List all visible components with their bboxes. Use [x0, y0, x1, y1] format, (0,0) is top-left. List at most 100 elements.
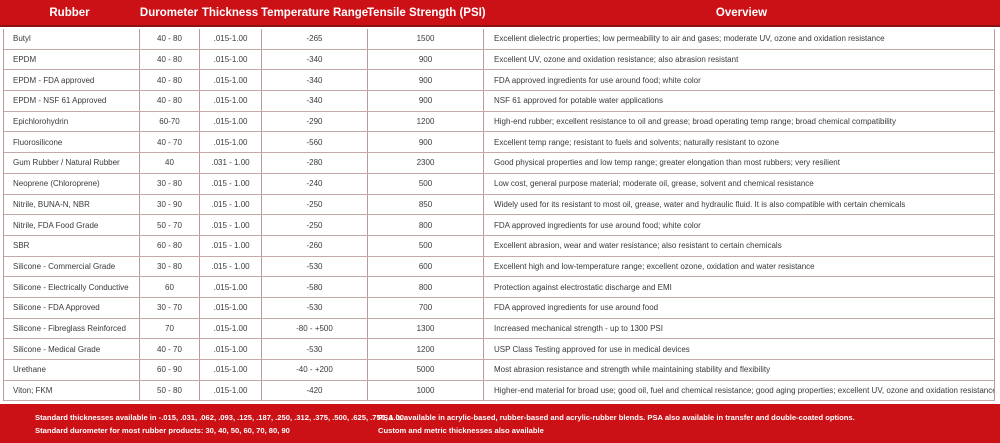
- cell-tensile-strength: 2300: [368, 153, 484, 173]
- cell-durometer: 60 - 80: [140, 235, 200, 256]
- cell-temperature-range: -580: [262, 277, 368, 297]
- cell-overview: Excellent UV, ozone and oxidation resist…: [484, 49, 995, 70]
- table-row: Neoprene (Chloroprene) 30 - 80 .015 - 1.…: [4, 173, 995, 195]
- cell-durometer: 30 - 80: [140, 173, 200, 194]
- cell-temperature-range: -265: [262, 29, 368, 49]
- cell-thickness: .015 - 1.00: [200, 215, 262, 235]
- cell-temperature-range: -240: [262, 173, 368, 194]
- cell-thickness: .015-1.00: [200, 70, 262, 91]
- cell-rubber-name: Epichlorohydrin: [4, 111, 140, 132]
- cell-temperature-range: -260: [262, 235, 368, 256]
- cell-durometer: 70: [140, 318, 200, 339]
- table-row: Silicone - Electrically Conductive 60 .0…: [4, 277, 995, 298]
- cell-overview: FDA approved ingredients for use around …: [484, 297, 995, 318]
- cell-rubber-name: EPDM - NSF 61 Approved: [4, 91, 140, 111]
- cell-temperature-range: -250: [262, 215, 368, 235]
- cell-tensile-strength: 800: [368, 215, 484, 235]
- cell-overview: Widely used for its resistant to most oi…: [484, 194, 995, 215]
- cell-overview: Most abrasion resistance and strength wh…: [484, 360, 995, 380]
- cell-tensile-strength: 5000: [368, 360, 484, 380]
- cell-thickness: .031 - 1.00: [200, 153, 262, 173]
- cell-overview: High-end rubber; excellent resistance to…: [484, 111, 995, 132]
- cell-durometer: 40 - 80: [140, 49, 200, 70]
- table-row: Butyl 40 - 80 .015-1.00 -265 1500 Excell…: [4, 29, 995, 50]
- cell-overview: Higher-end material for broad use; good …: [484, 380, 995, 401]
- cell-thickness: .015 - 1.00: [200, 235, 262, 256]
- cell-durometer: 40 - 80: [140, 91, 200, 111]
- cell-temperature-range: -280: [262, 153, 368, 173]
- table-row: EPDM - NSF 61 Approved 40 - 80 .015-1.00…: [4, 91, 995, 112]
- cell-thickness: .015 - 1.00: [200, 194, 262, 215]
- cell-durometer: 40: [140, 153, 200, 173]
- cell-tensile-strength: 500: [368, 173, 484, 194]
- column-header-durometer: Durometer: [139, 6, 199, 19]
- cell-tensile-strength: 1000: [368, 380, 484, 401]
- table-header-row: Rubber Durometer Thickness Temperature R…: [0, 0, 1000, 27]
- cell-thickness: .015 - 1.00: [200, 173, 262, 194]
- table-row: Silicone - Commercial Grade 30 - 80 .015…: [4, 256, 995, 278]
- cell-temperature-range: -340: [262, 49, 368, 70]
- cell-tensile-strength: 1200: [368, 339, 484, 359]
- cell-rubber-name: Nitrile, BUNA-N, NBR: [4, 194, 140, 215]
- cell-temperature-range: -40 - +200: [262, 360, 368, 380]
- cell-durometer: 40 - 80: [140, 29, 200, 49]
- table-row: Fluorosilicone 40 - 70 .015-1.00 -560 90…: [4, 132, 995, 154]
- cell-overview: Low cost, general purpose material; mode…: [484, 173, 995, 194]
- column-header-temperature-range: Temperature Range: [261, 6, 369, 19]
- cell-temperature-range: -530: [262, 297, 368, 318]
- table-row: Silicone - Medical Grade 40 - 70 .015-1.…: [4, 339, 995, 360]
- cell-overview: Excellent abrasion, wear and water resis…: [484, 235, 995, 256]
- cell-durometer: 40 - 70: [140, 132, 200, 153]
- cell-thickness: .015-1.00: [200, 339, 262, 359]
- cell-thickness: .015-1.00: [200, 49, 262, 70]
- cell-thickness: .015-1.00: [200, 360, 262, 380]
- cell-tensile-strength: 700: [368, 297, 484, 318]
- cell-overview: NSF 61 approved for potable water applic…: [484, 91, 995, 111]
- cell-tensile-strength: 1500: [368, 29, 484, 49]
- cell-overview: Good physical properties and low temp ra…: [484, 153, 995, 173]
- cell-temperature-range: -530: [262, 339, 368, 359]
- cell-thickness: .015-1.00: [200, 132, 262, 153]
- column-header-tensile-strength: Tensile Strength (PSI): [367, 6, 486, 19]
- cell-overview: Increased mechanical strength - up to 13…: [484, 318, 995, 339]
- cell-rubber-name: Silicone - FDA Approved: [4, 297, 140, 318]
- cell-temperature-range: -560: [262, 132, 368, 153]
- cell-temperature-range: -250: [262, 194, 368, 215]
- cell-thickness: .015-1.00: [200, 380, 262, 401]
- table-row: SBR 60 - 80 .015 - 1.00 -260 500 Excelle…: [4, 235, 995, 257]
- cell-rubber-name: Silicone - Commercial Grade: [4, 256, 140, 277]
- cell-tensile-strength: 900: [368, 70, 484, 91]
- cell-durometer: 60: [140, 277, 200, 297]
- table-row: Nitrile, FDA Food Grade 50 - 70 .015 - 1…: [4, 215, 995, 236]
- footer-thicknesses-note: Standard thicknesses available in -.015,…: [35, 413, 407, 422]
- cell-overview: Excellent dielectric properties; low per…: [484, 29, 995, 49]
- cell-rubber-name: EPDM: [4, 49, 140, 70]
- cell-rubber-name: Urethane: [4, 360, 140, 380]
- cell-tensile-strength: 800: [368, 277, 484, 297]
- cell-thickness: .015-1.00: [200, 29, 262, 49]
- cell-thickness: .015-1.00: [200, 91, 262, 111]
- cell-durometer: 30 - 70: [140, 297, 200, 318]
- cell-durometer: 40 - 70: [140, 339, 200, 359]
- cell-rubber-name: Silicone - Electrically Conductive: [4, 277, 140, 297]
- table-row: Viton; FKM 50 - 80 .015-1.00 -420 1000 H…: [4, 380, 995, 402]
- cell-durometer: 60-70: [140, 111, 200, 132]
- cell-rubber-name: Neoprene (Chloroprene): [4, 173, 140, 194]
- table-row: Silicone - FDA Approved 30 - 70 .015-1.0…: [4, 297, 995, 319]
- cell-rubber-name: Nitrile, FDA Food Grade: [4, 215, 140, 235]
- cell-temperature-range: -530: [262, 256, 368, 277]
- cell-rubber-name: EPDM - FDA approved: [4, 70, 140, 91]
- cell-durometer: 30 - 90: [140, 194, 200, 215]
- cell-rubber-name: Silicone - Medical Grade: [4, 339, 140, 359]
- cell-thickness: .015-1.00: [200, 111, 262, 132]
- cell-temperature-range: -340: [262, 70, 368, 91]
- cell-tensile-strength: 1200: [368, 111, 484, 132]
- cell-thickness: .015-1.00: [200, 318, 262, 339]
- cell-temperature-range: -420: [262, 380, 368, 401]
- cell-durometer: 50 - 70: [140, 215, 200, 235]
- cell-rubber-name: Gum Rubber / Natural Rubber: [4, 153, 140, 173]
- table-row: Silicone - Fibreglass Reinforced 70 .015…: [4, 318, 995, 340]
- table-body: Butyl 40 - 80 .015-1.00 -265 1500 Excell…: [3, 29, 995, 402]
- cell-durometer: 40 - 80: [140, 70, 200, 91]
